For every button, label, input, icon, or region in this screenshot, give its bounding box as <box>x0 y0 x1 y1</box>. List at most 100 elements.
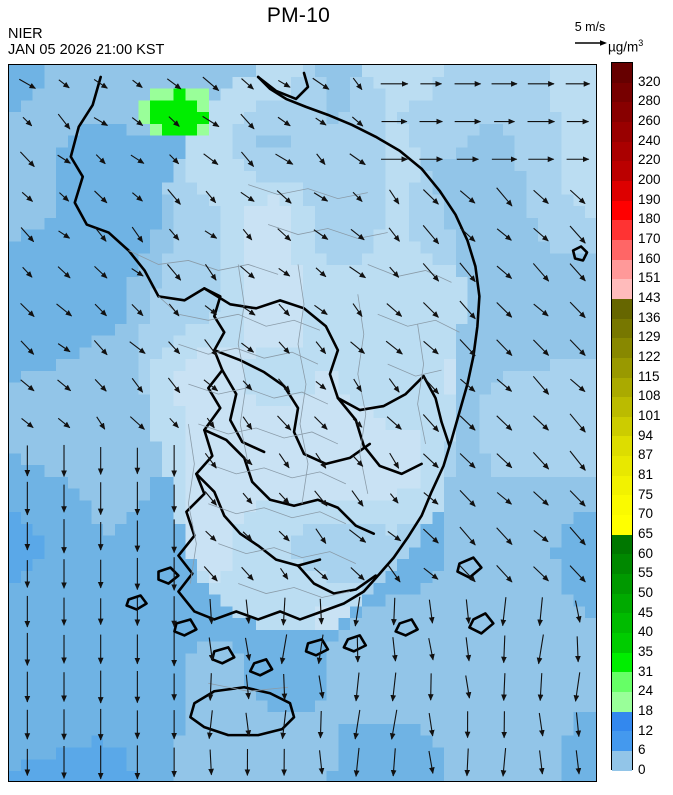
concentration-cell <box>432 735 445 749</box>
concentration-cell <box>573 747 586 760</box>
concentration-cell <box>538 488 551 501</box>
map-canvas[interactable] <box>8 64 597 782</box>
colorbar[interactable] <box>611 62 633 771</box>
concentration-cell <box>173 535 186 549</box>
concentration-cell <box>373 370 386 384</box>
concentration-cell <box>561 135 575 148</box>
concentration-cell <box>244 65 257 78</box>
concentration-cell <box>114 159 128 172</box>
concentration-cell <box>526 135 539 148</box>
concentration-cell <box>126 747 139 760</box>
concentration-cell <box>126 123 139 137</box>
wind-vector <box>205 530 217 542</box>
concentration-cell <box>479 359 492 372</box>
concentration-cell <box>67 406 81 419</box>
concentration-cell <box>455 88 469 101</box>
concentration-cell <box>197 747 210 760</box>
concentration-cell <box>491 135 504 148</box>
concentration-cell <box>444 641 457 654</box>
concentration-cell <box>373 641 386 654</box>
concentration-cell <box>255 100 269 113</box>
concentration-cell <box>208 759 222 772</box>
concentration-cell <box>444 700 457 713</box>
concentration-cell <box>150 159 163 172</box>
wind-vector <box>94 303 107 317</box>
concentration-cell <box>526 453 539 466</box>
concentration-cell <box>479 253 492 266</box>
concentration-cell <box>350 535 363 549</box>
concentration-cell <box>373 347 386 360</box>
wind-vector <box>316 153 326 166</box>
concentration-cell <box>232 241 245 254</box>
concentration-cell <box>220 182 234 196</box>
concentration-cell <box>479 771 492 781</box>
concentration-cell <box>9 653 22 666</box>
concentration-cell <box>56 394 69 407</box>
concentration-cell <box>79 347 92 360</box>
concentration-cell <box>9 206 22 219</box>
concentration-cell <box>408 759 422 772</box>
concentration-cell <box>302 771 316 781</box>
concentration-cell <box>114 429 128 443</box>
concentration-cell <box>67 229 81 243</box>
concentration-cell <box>408 194 422 207</box>
concentration-cell <box>561 182 575 196</box>
wind-vector <box>387 565 401 583</box>
concentration-cell <box>502 712 516 725</box>
concentration-cell <box>361 547 375 560</box>
concentration-cell <box>573 476 586 490</box>
colorbar-tick-label: 280 <box>638 93 661 109</box>
concentration-cell <box>491 300 504 313</box>
concentration-cell <box>491 229 504 243</box>
concentration-cell <box>56 170 69 184</box>
concentration-cell <box>561 759 575 772</box>
concentration-cell <box>338 347 351 360</box>
wind-vector <box>574 600 582 623</box>
concentration-cell <box>420 747 433 760</box>
concentration-cell <box>9 488 22 501</box>
concentration-cell <box>32 476 45 490</box>
concentration-cell <box>350 288 363 301</box>
concentration-cell <box>491 359 504 372</box>
wind-vector <box>350 228 365 241</box>
concentration-cell <box>514 712 528 725</box>
concentration-cell <box>491 665 504 678</box>
concentration-cell <box>326 653 339 666</box>
concentration-cell <box>185 147 198 160</box>
wind-vector <box>386 303 403 317</box>
concentration-cell <box>502 700 516 713</box>
concentration-cell <box>420 335 433 349</box>
concentration-cell <box>350 135 363 148</box>
concentration-cell <box>255 747 269 760</box>
concentration-cell <box>244 241 257 254</box>
concentration-cell <box>208 229 222 243</box>
concentration-cell <box>514 123 528 137</box>
concentration-cell <box>126 194 139 207</box>
concentration-cell <box>408 76 422 90</box>
concentration-cell <box>338 523 351 537</box>
concentration-cell <box>67 747 81 760</box>
concentration-cell <box>126 300 139 313</box>
concentration-cell <box>20 123 34 137</box>
concentration-cell <box>385 441 398 454</box>
concentration-cell <box>350 547 363 560</box>
concentration-cell <box>361 759 375 772</box>
concentration-cell <box>232 182 245 196</box>
concentration-cell <box>114 229 128 243</box>
concentration-cell <box>361 676 375 690</box>
concentration-cell <box>67 712 81 725</box>
concentration-cell <box>244 523 257 537</box>
concentration-cell <box>350 88 363 101</box>
concentration-cell <box>291 65 304 78</box>
concentration-cell <box>291 312 304 325</box>
concentration-cell <box>32 688 45 702</box>
concentration-cell <box>126 347 139 360</box>
concentration-cell <box>220 253 234 266</box>
concentration-cell <box>9 300 22 313</box>
concentration-cell <box>150 135 163 148</box>
concentration-cell <box>32 241 45 254</box>
concentration-cell <box>232 112 245 125</box>
concentration-cell <box>526 500 539 513</box>
concentration-cell <box>32 523 45 537</box>
concentration-cell <box>32 653 45 666</box>
